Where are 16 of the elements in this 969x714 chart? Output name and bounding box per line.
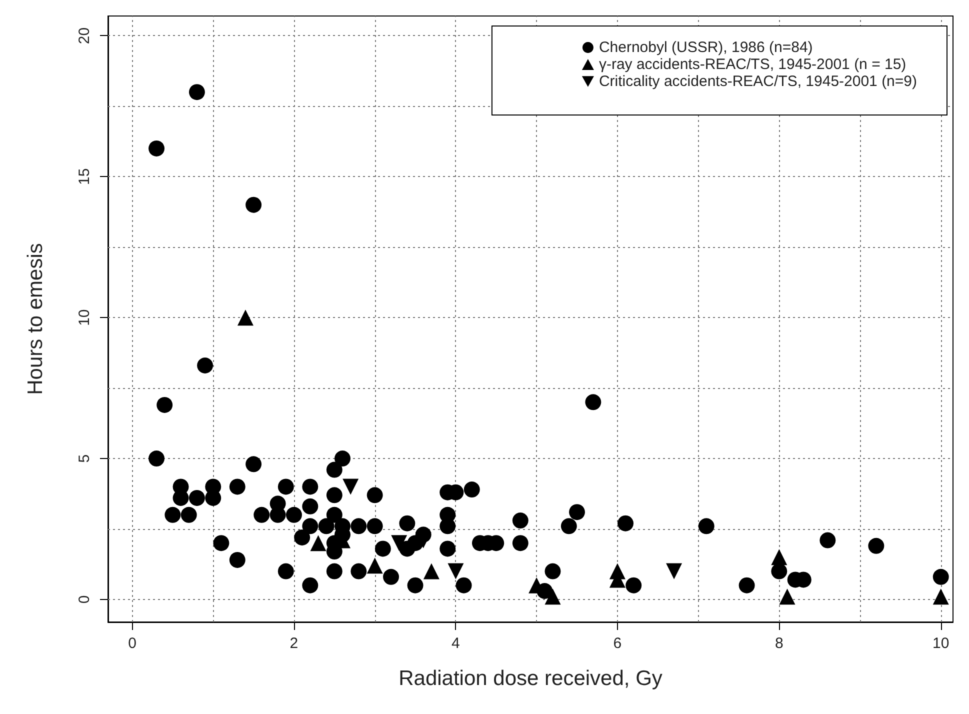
x-tick-label: 0 (128, 635, 136, 652)
x-axis-title: Radiation dose received, Gy (398, 667, 663, 690)
legend-label: Chernobyl (USSR), 1986 (n=84) (598, 39, 813, 56)
x-tick-label: 6 (613, 635, 622, 652)
x-tick-label: 10 (932, 635, 950, 652)
y-tick-label: 15 (76, 168, 93, 186)
y-axis-title: Hours to emesis (24, 243, 47, 395)
x-tick-label: 4 (452, 635, 460, 652)
legend-label: γ-ray accidents-REAC/TS, 1945-2001 (n = 15) (598, 56, 906, 73)
y-tick-label: 5 (76, 454, 93, 463)
x-tick-label: 8 (774, 635, 784, 652)
y-tick-label: 10 (76, 309, 93, 326)
y-tick-label: 20 (76, 27, 93, 44)
legend-label: Criticality accidents-REAC/TS, 1945-2001 (n=9) (598, 73, 918, 90)
y-tick-label: 0 (76, 595, 93, 604)
x-tick-label: 2 (290, 635, 298, 652)
